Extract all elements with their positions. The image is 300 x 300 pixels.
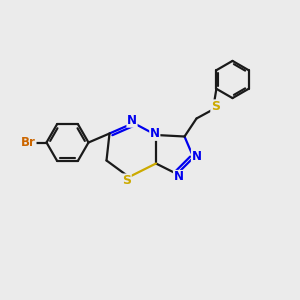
Text: N: N (191, 149, 202, 163)
Text: S: S (122, 174, 131, 187)
Text: S: S (211, 100, 220, 113)
Text: Br: Br (21, 136, 36, 149)
Text: N: N (173, 170, 184, 184)
Text: N: N (150, 127, 160, 140)
Text: N: N (127, 114, 137, 127)
